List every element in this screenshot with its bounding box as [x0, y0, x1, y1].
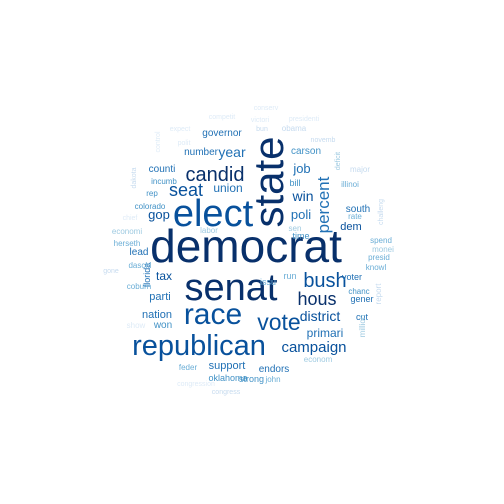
- word-carson: carson: [291, 146, 321, 157]
- word-polit: polit: [178, 140, 191, 147]
- word-governor: governor: [202, 128, 242, 139]
- word-gener: gener: [350, 294, 373, 304]
- word-labor: labor: [200, 226, 218, 235]
- word-million: million: [358, 315, 367, 338]
- word-poli: poli: [291, 207, 311, 222]
- word-cut: cut: [356, 312, 369, 322]
- word-campaign: campaign: [281, 339, 346, 356]
- word-colorado: colorado: [135, 202, 166, 211]
- word-florida: florida: [142, 263, 152, 288]
- word-gone: gone: [103, 268, 119, 275]
- word-race: race: [184, 298, 242, 331]
- word-chanc: chanc: [348, 287, 369, 296]
- word-south: south: [346, 204, 370, 215]
- word-elect: elect: [173, 193, 254, 235]
- word-econom: econom: [304, 355, 333, 364]
- word-congression: congression: [177, 381, 215, 388]
- word-voter: voter: [342, 272, 362, 282]
- word-major: major: [350, 165, 370, 174]
- word-spend: spend: [370, 236, 392, 245]
- word-issu: issu: [260, 277, 276, 287]
- word-district: district: [300, 308, 341, 324]
- word-herseth: herseth: [114, 239, 141, 248]
- word-tax: tax: [156, 269, 172, 283]
- word-democrat: democrat: [150, 220, 342, 272]
- word-seat: seat: [169, 180, 203, 200]
- word-expect: expect: [170, 126, 191, 133]
- word-dem: dem: [340, 221, 361, 233]
- word-presidenti: presidenti: [289, 116, 320, 123]
- word-presid: presid: [368, 253, 390, 262]
- word-run: run: [283, 271, 296, 281]
- word-obama: obama: [282, 124, 307, 133]
- word-deficit: deficit: [335, 152, 342, 170]
- word-coburn: coburn: [127, 282, 151, 291]
- word-illinoi: illinoi: [341, 180, 359, 189]
- word-counti: counti: [149, 164, 176, 175]
- word-feder: feder: [179, 363, 198, 372]
- word-bill: bill: [289, 178, 300, 188]
- word-control: control: [155, 131, 162, 152]
- word-lead: lead: [130, 247, 149, 258]
- word-hous: hous: [297, 289, 336, 309]
- word-rep: rep: [146, 189, 158, 198]
- word-novemb: novemb: [311, 137, 336, 144]
- word-monei: monei: [372, 245, 394, 254]
- word-time: time: [292, 231, 309, 241]
- word-challeng: challeng: [378, 199, 385, 225]
- word-dakota: dakota: [131, 167, 138, 188]
- word-year: year: [218, 144, 246, 160]
- word-candid: candid: [186, 164, 245, 186]
- word-gop: gop: [148, 207, 170, 222]
- word-job: job: [292, 161, 310, 176]
- word-chief: chief: [123, 215, 138, 222]
- word-daschl: daschl: [128, 261, 151, 270]
- word-republican: republican: [132, 330, 266, 362]
- word-congress: congress: [212, 389, 241, 396]
- word-john: john: [264, 375, 280, 384]
- word-oklahoma: oklahoma: [208, 373, 247, 383]
- word-parti: parti: [149, 291, 170, 303]
- word-win: win: [291, 188, 313, 204]
- word-primari: primari: [307, 326, 344, 340]
- word-economi: economi: [112, 227, 142, 236]
- word-senat: senat: [185, 267, 278, 309]
- word-bun: bun: [256, 126, 268, 133]
- word-incumb: incumb: [151, 177, 177, 186]
- word-state: state: [245, 136, 292, 227]
- word-support: support: [209, 360, 246, 372]
- word-report: report: [374, 283, 383, 305]
- word-bush: bush: [303, 270, 346, 292]
- word-won: won: [153, 320, 172, 331]
- word-victori: victori: [251, 117, 270, 124]
- word-sen: sen: [289, 224, 302, 233]
- word-show: show: [127, 321, 146, 330]
- word-percent: percent: [314, 176, 333, 233]
- word-number: number: [184, 147, 219, 158]
- word-vote: vote: [257, 309, 300, 335]
- word-knowl: knowl: [366, 263, 387, 272]
- word-union: union: [213, 181, 242, 195]
- word-strong: strong: [239, 374, 264, 384]
- word-competit: competit: [209, 114, 236, 121]
- word-endors: endors: [259, 364, 290, 375]
- word-conserv: conserv: [254, 105, 279, 112]
- word-rate: rate: [348, 212, 362, 221]
- word-nation: nation: [142, 309, 172, 321]
- word-cloud-words: democrat state elect senat republican ra…: [103, 105, 394, 396]
